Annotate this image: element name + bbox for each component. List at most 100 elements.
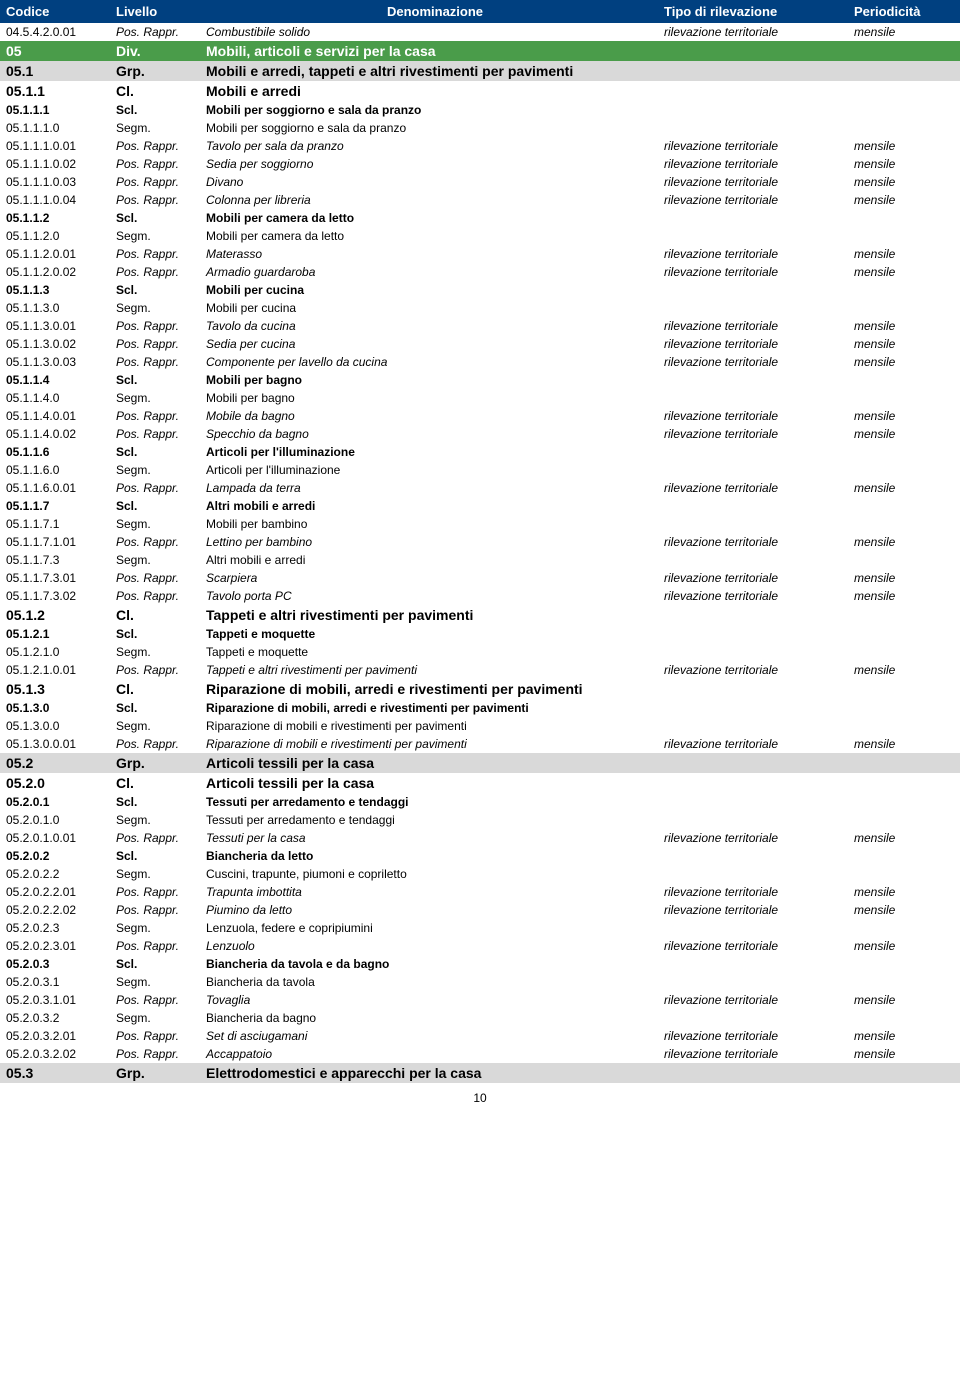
cell-livello: Scl. [116,103,206,117]
cell-denominazione: Mobile da bagno [206,409,664,423]
cell-denominazione: Mobili per camera da letto [206,211,664,225]
cell-denominazione: Specchio da bagno [206,427,664,441]
cell-livello: Grp. [116,755,206,771]
cell-codice: 05.3 [6,1065,116,1081]
cell-livello: Pos. Rappr. [116,427,206,441]
cell-codice: 05.2.0.3.1 [6,975,116,989]
cell-periodicita: mensile [854,737,954,751]
cell-codice: 05.1.1.4.0 [6,391,116,405]
cell-denominazione: Biancheria da bagno [206,1011,664,1025]
cell-codice: 05.2.0.1 [6,795,116,809]
cell-denominazione: Mobili per cucina [206,301,664,315]
cell-tipo: rilevazione territoriale [664,993,854,1007]
header-tipo: Tipo di rilevazione [664,4,854,19]
cell-codice: 05.1.2.1.0.01 [6,663,116,677]
cell-denominazione: Mobili per soggiorno e sala da pranzo [206,103,664,117]
cell-denominazione: Riparazione di mobili e rivestimenti per… [206,719,664,733]
table-row: 05.2.0.3.2Segm.Biancheria da bagno [0,1009,960,1027]
cell-livello: Pos. Rappr. [116,409,206,423]
cell-codice: 05.1 [6,63,116,79]
cell-periodicita: mensile [854,319,954,333]
cell-livello: Segm. [116,867,206,881]
cell-livello: Pos. Rappr. [116,247,206,261]
cell-codice: 05.2.0.2.2 [6,867,116,881]
cell-periodicita: mensile [854,481,954,495]
cell-livello: Pos. Rappr. [116,589,206,603]
cell-denominazione: Biancheria da tavola [206,975,664,989]
cell-livello: Pos. Rappr. [116,885,206,899]
cell-tipo: rilevazione territoriale [664,903,854,917]
cell-livello: Div. [116,43,206,59]
cell-tipo: rilevazione territoriale [664,663,854,677]
cell-codice: 05.1.1.1.0.03 [6,175,116,189]
cell-livello: Grp. [116,63,206,79]
cell-tipo: rilevazione territoriale [664,25,854,39]
cell-codice: 05.1.1.1.0 [6,121,116,135]
table-row: 05.1.1.4Scl.Mobili per bagno [0,371,960,389]
table-header: Codice Livello Denominazione Tipo di ril… [0,0,960,23]
cell-codice: 05.1.1.2.0.01 [6,247,116,261]
table-row: 05.1.1.2.0.01Pos. Rappr.Materassorilevaz… [0,245,960,263]
cell-codice: 05.1.1.6.0 [6,463,116,477]
header-codice: Codice [6,4,116,19]
cell-denominazione: Colonna per libreria [206,193,664,207]
cell-denominazione: Mobili per camera da letto [206,229,664,243]
cell-codice: 05.1.1.7.1 [6,517,116,531]
cell-livello: Segm. [116,121,206,135]
cell-codice: 05.1.1.7.3 [6,553,116,567]
header-livello: Livello [116,4,206,19]
cell-denominazione: Articoli tessili per la casa [206,755,664,771]
table-row: 05.1.1.3.0.01Pos. Rappr.Tavolo da cucina… [0,317,960,335]
cell-denominazione: Tappeti e altri rivestimenti per pavimen… [206,607,664,623]
table-row: 05.1.1.2.0Segm.Mobili per camera da lett… [0,227,960,245]
cell-tipo: rilevazione territoriale [664,737,854,751]
cell-periodicita: mensile [854,831,954,845]
cell-periodicita: mensile [854,25,954,39]
cell-denominazione: Tavolo porta PC [206,589,664,603]
cell-livello: Segm. [116,1011,206,1025]
table-body: 04.5.4.2.0.01Pos. Rappr.Combustibile sol… [0,23,960,1083]
cell-codice: 05.1.1.3.0.03 [6,355,116,369]
cell-periodicita: mensile [854,427,954,441]
cell-denominazione: Riparazione di mobili, arredi e rivestim… [206,701,664,715]
cell-livello: Segm. [116,517,206,531]
cell-codice: 05.1.1.2 [6,211,116,225]
cell-codice: 05.1.1.7 [6,499,116,513]
cell-denominazione: Sedia per soggiorno [206,157,664,171]
cell-denominazione: Mobili e arredi, tappeti e altri rivesti… [206,63,664,79]
cell-tipo: rilevazione territoriale [664,427,854,441]
table-row: 05.2.0.2.2.02Pos. Rappr.Piumino da letto… [0,901,960,919]
cell-periodicita: mensile [854,247,954,261]
cell-denominazione: Armadio guardaroba [206,265,664,279]
cell-codice: 05.1.1.3.0.01 [6,319,116,333]
table-row: 05.1.3.0.0.01Pos. Rappr.Riparazione di m… [0,735,960,753]
cell-codice: 05.2.0.1.0 [6,813,116,827]
cell-codice: 05.1.1.4.0.02 [6,427,116,441]
table-row: 05.2.0.2Scl.Biancheria da letto [0,847,960,865]
cell-codice: 05.1.1.2.0.02 [6,265,116,279]
cell-livello: Pos. Rappr. [116,571,206,585]
cell-codice: 05.1.1.3 [6,283,116,297]
cell-denominazione: Altri mobili e arredi [206,553,664,567]
table-row: 05.1.1.4.0.01Pos. Rappr.Mobile da bagnor… [0,407,960,425]
cell-tipo: rilevazione territoriale [664,247,854,261]
cell-codice: 05.2.0.3.2 [6,1011,116,1025]
table-row: 05.1.2Cl.Tappeti e altri rivestimenti pe… [0,605,960,625]
cell-tipo: rilevazione territoriale [664,193,854,207]
cell-codice: 05.1.1.7.3.02 [6,589,116,603]
table-row: 05.1.3.0.0Segm.Riparazione di mobili e r… [0,717,960,735]
cell-codice: 05.2.0.2.3 [6,921,116,935]
cell-livello: Cl. [116,607,206,623]
cell-codice: 05.1.1.1.0.04 [6,193,116,207]
cell-codice: 05.2.0.3 [6,957,116,971]
cell-codice: 05.1.1.4.0.01 [6,409,116,423]
cell-denominazione: Trapunta imbottita [206,885,664,899]
header-denominazione: Denominazione [206,4,664,19]
cell-codice: 05.1.1.2.0 [6,229,116,243]
cell-denominazione: Tappeti e moquette [206,645,664,659]
cell-livello: Scl. [116,373,206,387]
cell-livello: Pos. Rappr. [116,1047,206,1061]
table-row: 05.1.3Cl.Riparazione di mobili, arredi e… [0,679,960,699]
cell-denominazione: Mobili per cucina [206,283,664,297]
cell-livello: Cl. [116,681,206,697]
